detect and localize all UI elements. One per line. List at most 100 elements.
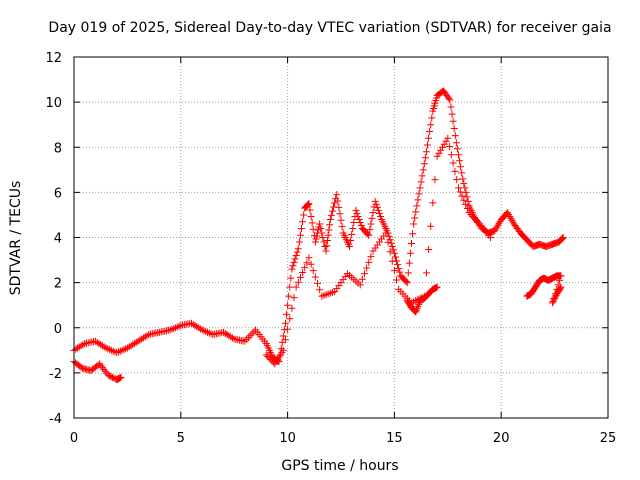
data-point [241,337,249,345]
data-point [118,346,126,354]
data-point [107,373,115,381]
data-point [204,328,211,336]
data-point [350,218,358,226]
data-point [202,328,210,336]
data-point [291,255,299,263]
y-tick-label: 8 [54,141,62,156]
data-point [364,230,372,238]
data-point [390,249,398,257]
data-point [458,192,466,200]
x-tick-label: 25 [600,431,617,446]
data-point [425,134,433,142]
data-point [97,341,105,349]
data-point [348,230,356,238]
data-point [139,334,147,342]
data-point [120,346,128,354]
y-tick-label: 4 [54,232,62,247]
data-point [446,96,454,104]
data-point [316,220,324,228]
data-point [134,337,142,345]
data-point [551,293,559,301]
data-point [369,209,377,217]
y-tick-label: 12 [45,51,62,66]
data-point [189,320,197,328]
data-point [356,218,364,226]
data-point [279,346,287,354]
data-point [305,200,313,208]
data-point [556,284,564,292]
y-tick-label: -4 [49,412,62,427]
data-point [452,139,460,147]
data-point [318,229,326,237]
data-point [374,206,382,214]
data-point [326,215,334,223]
data-point [296,231,304,239]
data-point [422,148,430,156]
data-point [393,276,401,284]
data-point [285,292,293,300]
data-point [422,269,430,277]
data-point [107,346,115,354]
data-point [459,175,467,183]
data-point [414,196,422,204]
data-point [427,121,435,129]
data-point [420,160,428,168]
data-point [220,328,228,336]
data-point [323,242,331,250]
data-point [300,211,308,219]
data-point [98,342,106,350]
data-point [303,259,311,267]
data-point [264,352,272,360]
data-point [447,103,455,111]
data-point [354,212,362,220]
data-point [104,345,112,353]
data-point [372,200,380,208]
data-point [405,259,413,267]
x-tick-label: 0 [70,431,78,446]
data-point [451,167,459,175]
data-point [390,267,398,275]
data-point [367,220,375,228]
series-main [70,87,567,366]
y-axis-label: SDTVAR / TECUs [8,181,24,296]
data-point [416,184,424,192]
data-point [357,221,365,229]
data-point [228,334,236,342]
data-point [198,326,206,334]
data-point [384,238,392,246]
data-point [193,323,201,331]
axis-ticks: 0 5 10 15 20 25 -4 -2 0 2 4 6 8 10 12 [45,51,616,446]
data-point [445,94,453,102]
data-point [221,329,229,337]
data-point [335,203,343,211]
data-point [292,252,300,260]
data-point [454,151,462,159]
data-point [382,229,390,237]
data-point [548,299,556,307]
data-point [550,296,558,304]
data-point [460,179,468,187]
data-point [286,315,294,323]
data-point [77,342,85,350]
data-point [558,235,566,243]
data-point [311,273,319,281]
data-point [288,304,296,312]
data-point [296,273,304,281]
data-point [419,166,427,174]
data-point [557,283,565,291]
data-point [287,274,295,282]
data-point [451,132,459,140]
data-point [313,232,321,240]
data-point [456,157,464,165]
data-point [268,357,276,365]
data-points [70,87,567,384]
data-point [320,238,328,246]
data-point [127,342,135,350]
data-point [191,321,199,329]
data-point [196,325,204,333]
data-point [440,140,448,148]
data-point [454,184,462,192]
data-point [171,324,179,332]
data-point [243,335,251,343]
data-point [426,127,434,135]
